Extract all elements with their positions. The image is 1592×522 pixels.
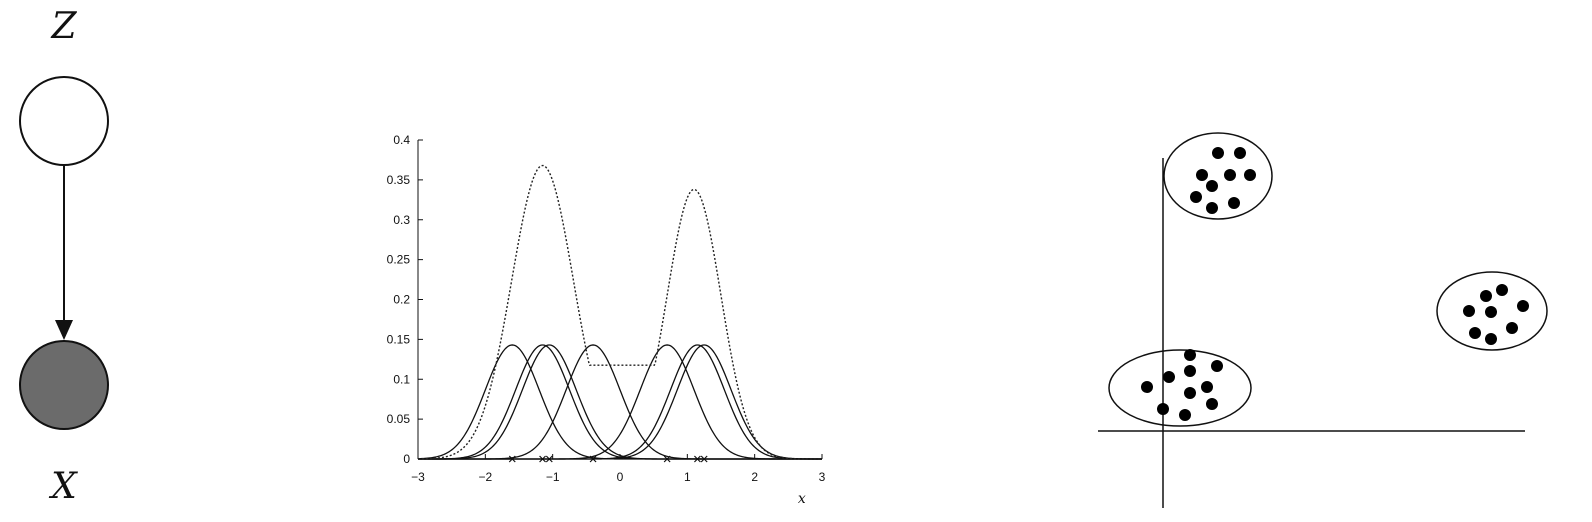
data-point [1190,191,1202,203]
y-tick-label: 0 [403,452,410,466]
x-tick-label: 1 [684,470,691,484]
data-point [1496,284,1508,296]
data-point [1157,403,1169,415]
data-point [1212,147,1224,159]
data-point [1211,360,1223,372]
data-point [1517,300,1529,312]
x-tick-label: 2 [751,470,758,484]
sample-markers [508,455,708,463]
kernel-curve [418,344,822,460]
data-point [1196,169,1208,181]
data-point [1485,306,1497,318]
data-point [1206,202,1218,214]
kernel-curve [417,344,822,460]
data-point [1141,381,1153,393]
data-point [1228,197,1240,209]
y-tick-label: 0.05 [387,412,411,426]
y-tick-label: 0.35 [387,173,411,187]
latent-variable-label: Z [50,6,77,47]
y-tick-label: 0.3 [393,213,410,227]
x-tick-label: 0 [617,470,624,484]
data-point [1506,322,1518,334]
chart-axes: 0 0.05 0.1 0.15 0.2 0.25 0.3 0.35 0.4 −3 −2 −1 0 1 2 3 [387,133,826,484]
cluster-bottom-left [1108,349,1252,427]
sample-marker [694,455,701,463]
kernel-curve [418,344,822,460]
sample-marker [589,455,597,463]
cluster-plot [1098,132,1548,508]
sample-marker [700,455,708,463]
data-point [1485,333,1497,345]
y-tick-label: 0.15 [387,332,411,346]
data-point [1234,147,1246,159]
y-tick-label: 0.4 [393,133,410,147]
cluster-right [1436,271,1548,351]
kernel-curve [418,344,822,460]
data-point [1224,169,1236,181]
latent-node [19,76,109,166]
density-sum-curve [417,164,822,460]
x-tick-label: −2 [478,470,492,484]
marker-stroke [539,455,546,463]
data-point [1184,349,1196,361]
kernel-curve [418,344,822,460]
sample-marker [545,455,553,463]
data-point [1179,409,1191,421]
x-axis-title: x [798,491,806,507]
cluster-top [1163,132,1273,220]
marker-stroke [700,455,708,463]
sample-marker [663,455,671,463]
x-tick-label: 3 [819,470,826,484]
data-point [1463,305,1475,317]
data-point [1480,290,1492,302]
kernel-curve [418,344,822,460]
y-tick-label: 0.2 [393,293,410,307]
marker-stroke [663,455,671,463]
data-point [1163,371,1175,383]
observed-node [19,340,109,430]
marker-stroke [694,455,701,463]
data-point [1184,365,1196,377]
x-tick-label: −1 [546,470,560,484]
kernel-curves [417,344,822,460]
cluster-boundary [1163,132,1273,220]
graphical-model: Z X [19,6,109,507]
marker-stroke [508,455,516,463]
observed-variable-label: X [48,466,78,507]
x-tick-label: −3 [411,470,425,484]
kernel-curve [418,344,822,460]
marker-stroke [589,455,597,463]
data-point [1206,398,1218,410]
data-point [1244,169,1256,181]
sample-marker [539,455,546,463]
data-point [1469,327,1481,339]
marker-stroke [545,455,553,463]
density-chart: 00.050.10.150.20.250.30.350.4−3 −2 −1 0 1 2 3 … [387,133,826,507]
data-point [1206,180,1218,192]
cluster-boundary [1436,271,1548,351]
y-tick-label: 0.1 [393,372,410,386]
data-point [1201,381,1213,393]
cluster-boundary [1108,349,1252,427]
sample-marker [508,455,516,463]
arrowhead-icon [55,320,73,340]
y-tick-label: 0.25 [387,253,411,267]
data-point [1184,387,1196,399]
density-curve [417,164,822,460]
